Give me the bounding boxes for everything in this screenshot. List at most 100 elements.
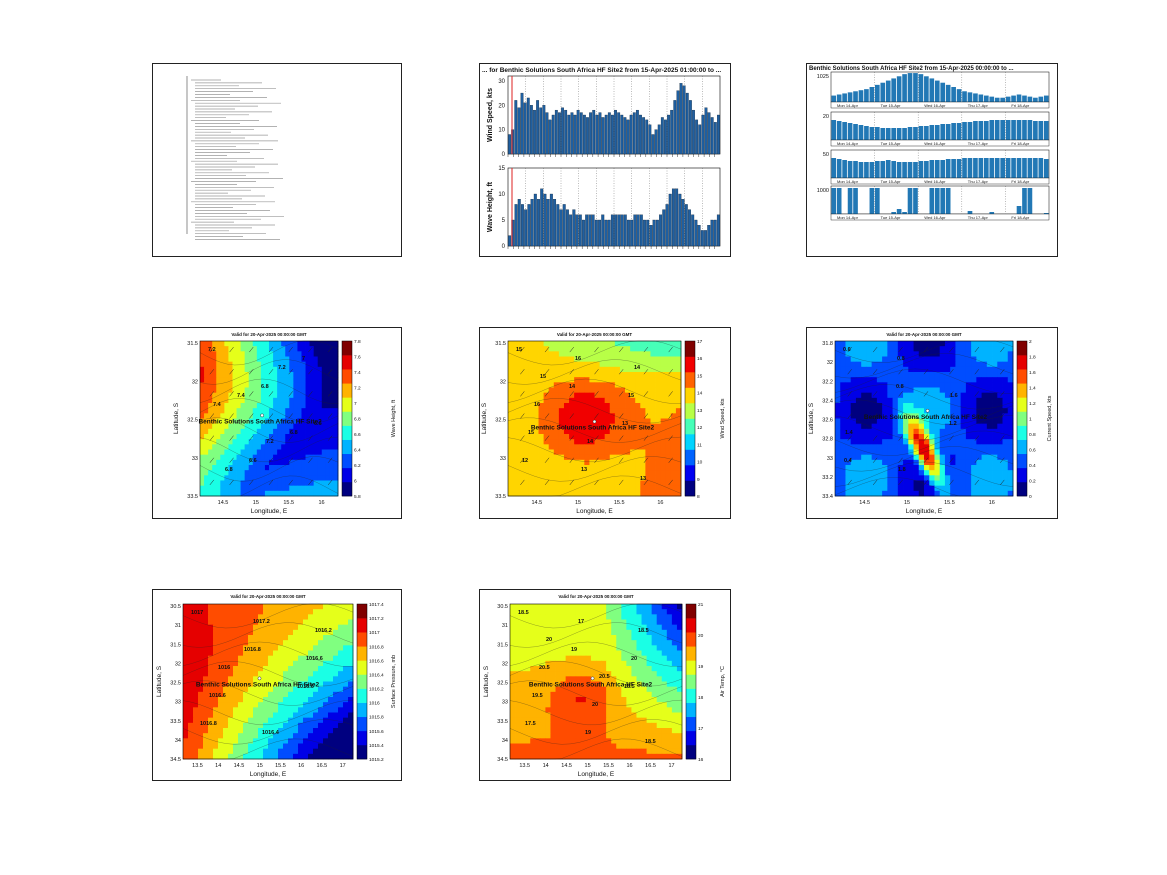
map-cell bbox=[986, 377, 993, 383]
map-cell bbox=[248, 635, 254, 641]
map-cell bbox=[971, 377, 977, 383]
map-cell bbox=[228, 624, 234, 631]
map-cell bbox=[236, 418, 241, 425]
map-cell bbox=[640, 418, 646, 425]
map-cell bbox=[208, 372, 213, 378]
map-cell bbox=[309, 423, 315, 430]
map-cell bbox=[950, 444, 956, 450]
map-cell bbox=[528, 418, 534, 425]
map-cell bbox=[635, 454, 641, 461]
map-cell bbox=[903, 397, 909, 404]
map-cell bbox=[343, 645, 349, 651]
map-cell bbox=[333, 635, 339, 641]
map-cell bbox=[264, 490, 270, 497]
map-arrow bbox=[668, 413, 673, 419]
map-cell bbox=[277, 465, 282, 471]
map-cell bbox=[305, 449, 310, 456]
map-cell bbox=[273, 655, 279, 662]
map-cell bbox=[965, 475, 972, 481]
map-cell bbox=[297, 403, 302, 409]
map-cell bbox=[325, 454, 331, 461]
map-cell bbox=[934, 444, 941, 450]
map-cell bbox=[563, 470, 570, 476]
map-cell bbox=[188, 645, 194, 651]
map-cell bbox=[317, 434, 323, 440]
map-cell bbox=[283, 691, 289, 698]
map-cell bbox=[670, 346, 677, 352]
map-cell bbox=[619, 397, 626, 404]
map-cell bbox=[220, 356, 225, 363]
map-cell bbox=[283, 604, 289, 610]
map-cell bbox=[892, 465, 899, 471]
map-cell bbox=[635, 428, 641, 435]
map-arrow bbox=[268, 479, 274, 486]
map-cell bbox=[198, 738, 204, 744]
wind-bar bbox=[642, 117, 646, 155]
row-bar bbox=[913, 127, 918, 140]
map-cell bbox=[903, 341, 909, 347]
map-cell bbox=[318, 728, 324, 734]
map-cell bbox=[835, 434, 841, 440]
map-cell bbox=[609, 428, 616, 435]
map-cell bbox=[523, 449, 529, 456]
map-cell bbox=[523, 397, 529, 404]
map-cell bbox=[845, 341, 852, 347]
map-cell bbox=[574, 459, 580, 466]
map-cell bbox=[548, 341, 555, 347]
wind-bar bbox=[539, 107, 543, 155]
map-cell bbox=[204, 475, 209, 481]
map-cell bbox=[855, 434, 862, 440]
row-bar bbox=[913, 73, 918, 102]
map-cell bbox=[569, 341, 575, 347]
map-cell bbox=[333, 413, 339, 419]
map-cell bbox=[293, 609, 299, 615]
map-cell bbox=[208, 645, 214, 651]
map-cell bbox=[256, 361, 262, 368]
map-ytick: 32.2 bbox=[822, 379, 833, 385]
map-cell bbox=[288, 676, 294, 682]
map-cell bbox=[293, 449, 298, 456]
map-cell bbox=[584, 449, 590, 456]
map-cell bbox=[670, 408, 677, 414]
map-cell bbox=[630, 346, 636, 352]
map-arrow bbox=[847, 435, 852, 441]
map-cell bbox=[508, 439, 514, 445]
map-cell bbox=[986, 351, 993, 357]
map-cell bbox=[236, 428, 241, 435]
map-cell bbox=[934, 366, 941, 373]
map-cell bbox=[913, 356, 920, 363]
row-bar bbox=[1000, 120, 1005, 140]
map-cell bbox=[268, 614, 274, 620]
map-cell bbox=[216, 361, 221, 368]
map-cell bbox=[348, 676, 354, 682]
map-cell bbox=[944, 470, 951, 476]
map-cell bbox=[193, 629, 199, 636]
map-cell bbox=[665, 392, 672, 399]
map-cell bbox=[293, 459, 298, 466]
map-cell bbox=[283, 707, 289, 713]
map-cell bbox=[303, 650, 309, 657]
map-cell bbox=[897, 392, 904, 399]
map-cell bbox=[1002, 413, 1009, 419]
map-cell bbox=[223, 738, 229, 744]
map-cell bbox=[212, 356, 217, 363]
map-cell bbox=[303, 619, 309, 626]
wave-bar bbox=[668, 193, 672, 247]
map-cell bbox=[317, 418, 323, 425]
map-cell bbox=[343, 671, 349, 677]
map-cell bbox=[305, 382, 310, 388]
map-cell bbox=[198, 671, 204, 677]
map-cell bbox=[285, 490, 290, 497]
map-cell bbox=[513, 454, 519, 461]
map-cell bbox=[523, 356, 529, 363]
map-cell bbox=[950, 387, 956, 394]
map-cell bbox=[281, 490, 286, 497]
map-cell bbox=[260, 418, 266, 425]
map-cell bbox=[309, 361, 315, 368]
map-cell bbox=[955, 372, 962, 378]
map-cell bbox=[204, 413, 209, 419]
wind-wave-panel: ... for Benthic Solutions South Africa H… bbox=[479, 63, 731, 257]
map-cell bbox=[212, 387, 217, 394]
map-cell bbox=[343, 624, 349, 631]
map-cell bbox=[594, 459, 600, 466]
